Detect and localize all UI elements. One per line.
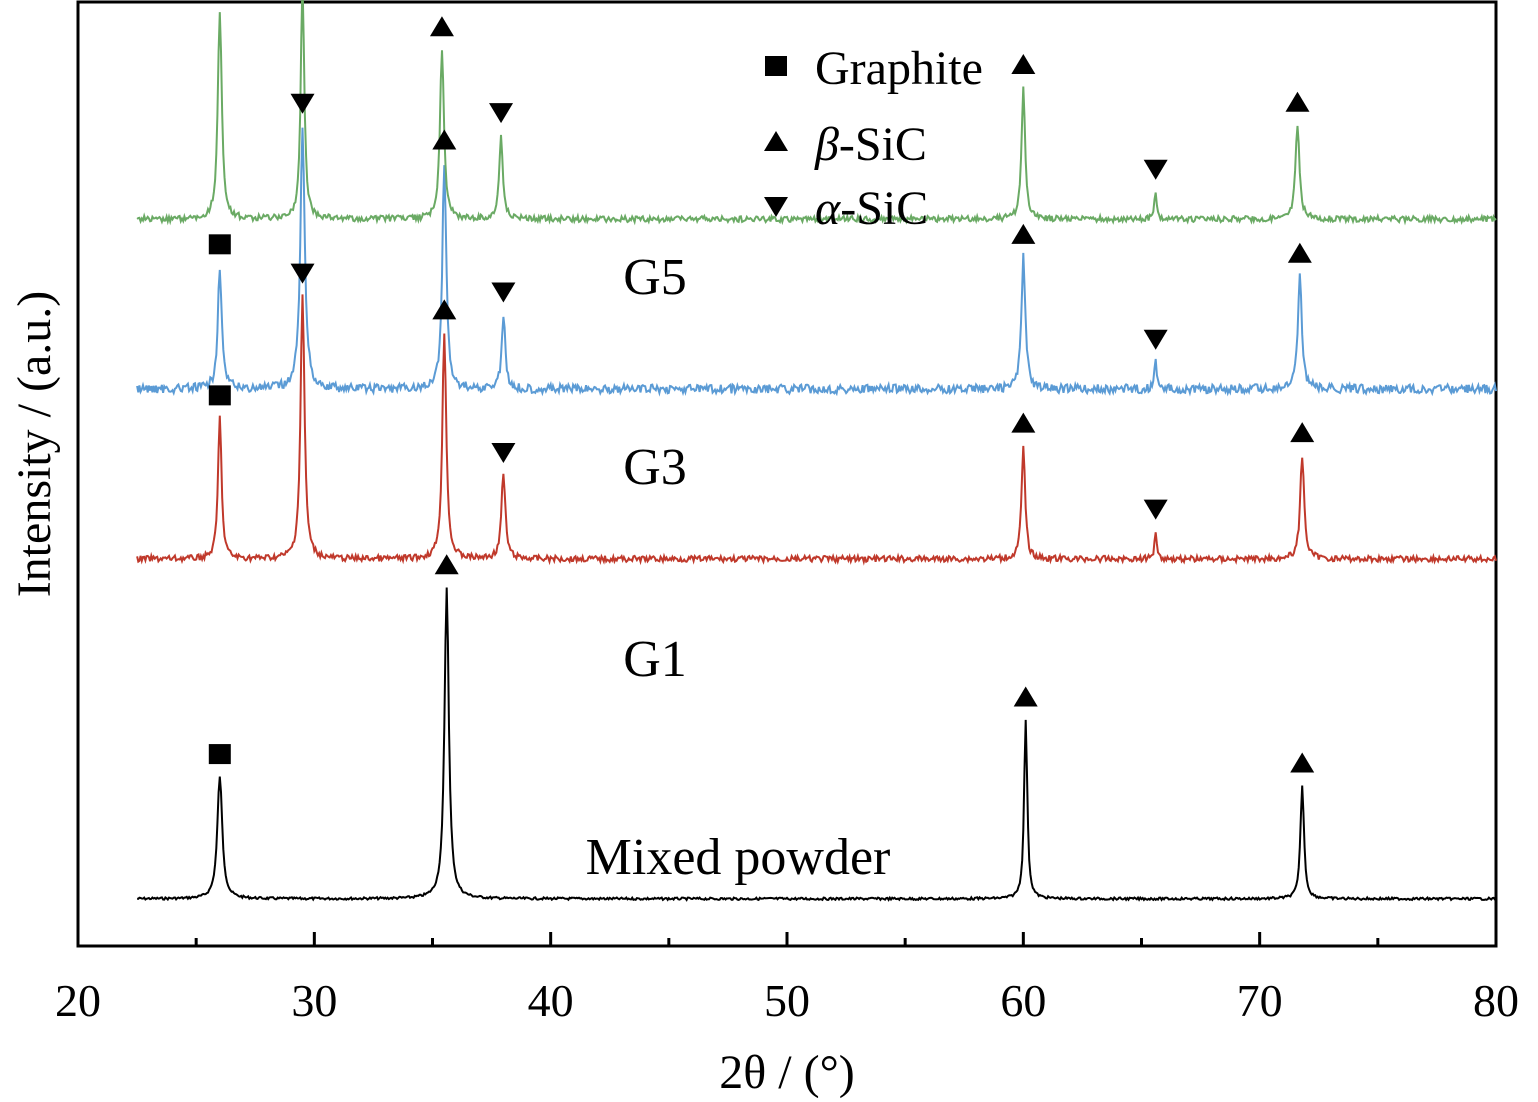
alpha-sic-marker <box>764 197 788 217</box>
beta-sic-marker <box>432 129 457 150</box>
alpha-sic-marker <box>489 103 514 124</box>
legend-item: β-SiC <box>764 118 927 171</box>
y-axis-title: Intensity / (a.u.) <box>8 291 61 598</box>
beta-sic-marker <box>432 299 457 320</box>
legend: Graphite β-SiC α-SiC <box>764 42 983 235</box>
x-tick-label-30: 30 <box>291 975 337 1026</box>
beta-sic-marker <box>1287 242 1312 263</box>
beta-sic-marker <box>1290 422 1315 443</box>
series-mixed-powder: Mixed powder <box>136 587 1497 902</box>
beta-sic-marker <box>1013 686 1038 707</box>
series-g5: G5 <box>136 0 1497 306</box>
graphite-marker <box>208 385 231 406</box>
beta-sic-marker <box>1285 91 1310 112</box>
x-ticks: 20 30 40 50 60 70 80 <box>55 932 1519 1026</box>
alpha-sic-marker <box>491 282 516 303</box>
alpha-sic-marker <box>1143 329 1168 350</box>
beta-sic-marker <box>429 16 454 37</box>
series-g1: G1 <box>136 294 1497 688</box>
beta-sic-marker <box>764 131 788 151</box>
plot-frame <box>76 0 1498 948</box>
x-axis-title: 2θ / (°) <box>719 1046 855 1099</box>
series-line <box>136 294 1497 566</box>
series-label: G3 <box>623 439 687 496</box>
series-layer: Mixed powder G1 G3 G5 <box>136 0 1497 902</box>
series-g3: G3 <box>136 127 1497 496</box>
graphite-marker <box>765 56 787 76</box>
legend-item: Graphite <box>765 42 983 95</box>
beta-sic-marker <box>434 554 459 575</box>
beta-sic-marker <box>1011 412 1036 433</box>
series-line <box>136 587 1497 902</box>
legend-label: α-SiC <box>815 182 928 235</box>
x-tick-label-40: 40 <box>528 975 574 1026</box>
x-tick-label-70: 70 <box>1237 975 1283 1026</box>
x-tick-label-50: 50 <box>764 975 810 1026</box>
alpha-sic-marker <box>491 443 516 463</box>
graphite-marker <box>208 234 231 255</box>
series-line <box>136 0 1497 226</box>
series-label: Mixed powder <box>586 829 891 886</box>
alpha-sic-marker <box>1143 499 1168 520</box>
alpha-sic-marker <box>290 263 315 284</box>
beta-sic-marker <box>1011 53 1036 74</box>
legend-item: α-SiC <box>764 182 928 235</box>
series-line <box>136 127 1497 397</box>
alpha-sic-marker <box>1143 159 1168 180</box>
series-label: G5 <box>623 249 687 306</box>
phase-markers <box>208 16 1315 773</box>
beta-sic-marker <box>1011 223 1036 244</box>
legend-label: Graphite <box>815 42 983 95</box>
series-label: G1 <box>623 631 687 688</box>
alpha-sic-marker <box>290 93 315 114</box>
legend-label: β-SiC <box>814 118 927 171</box>
x-tick-label-60: 60 <box>1000 975 1046 1026</box>
x-tick-label-20: 20 <box>55 975 101 1026</box>
beta-sic-marker <box>1290 752 1315 773</box>
x-tick-label-80: 80 <box>1473 975 1519 1026</box>
graphite-marker <box>208 744 231 765</box>
